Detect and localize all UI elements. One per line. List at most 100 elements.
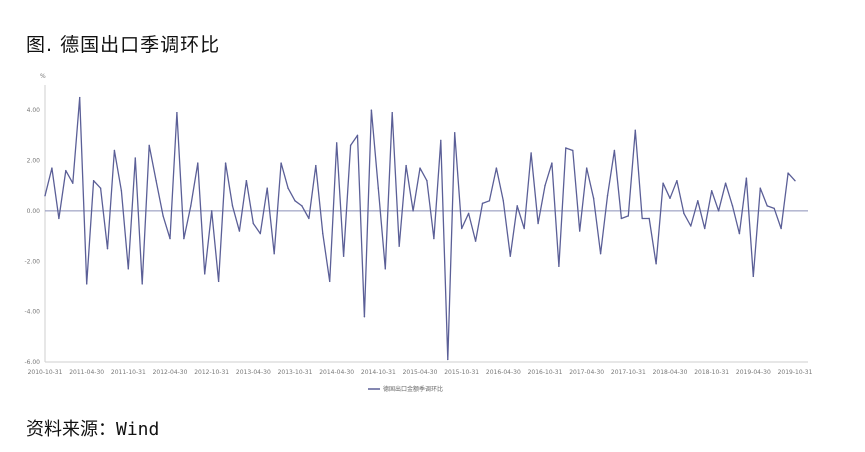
data-point <box>301 205 303 207</box>
data-point <box>585 167 588 169</box>
data-point <box>141 283 143 285</box>
data-point <box>572 149 574 152</box>
data-point <box>766 205 768 207</box>
data-point <box>238 230 241 232</box>
data-point <box>287 187 289 189</box>
data-point <box>648 217 650 220</box>
data-point <box>79 96 81 99</box>
x-tick-label: 2012-04-30 <box>153 369 188 376</box>
data-point <box>405 164 407 167</box>
y-tick-label: 2.00 <box>27 158 41 165</box>
data-point <box>51 167 53 169</box>
legend-label: 德国出口金额季调环比 <box>383 385 443 393</box>
data-point <box>245 179 248 182</box>
data-point <box>683 212 685 215</box>
legend: 德国出口金额季调环比 <box>368 385 443 393</box>
data-point <box>176 112 178 114</box>
data-point <box>794 179 796 182</box>
x-tick-label: 2011-10-31 <box>111 369 146 376</box>
x-tick-label: 2017-10-31 <box>611 369 646 376</box>
data-point <box>509 255 511 257</box>
data-point <box>787 172 789 174</box>
data-point <box>738 232 741 235</box>
data-point <box>162 215 164 217</box>
data-point <box>731 205 734 207</box>
y-tick-label: 0.00 <box>27 208 41 215</box>
data-point <box>169 237 171 240</box>
data-point <box>370 109 373 111</box>
data-point <box>231 205 234 207</box>
data-point <box>134 157 136 159</box>
x-tick-label: 2013-04-30 <box>236 369 271 376</box>
x-tick-label: 2013-10-31 <box>278 369 313 376</box>
x-tick-label: 2010-10-31 <box>28 369 63 376</box>
x-tick-label: 2018-04-30 <box>653 369 688 376</box>
data-point <box>190 205 192 207</box>
data-point <box>210 210 213 212</box>
y-axis-unit-label: % <box>40 73 46 80</box>
data-point <box>183 237 185 240</box>
data-point <box>488 200 491 202</box>
data-point <box>662 182 664 184</box>
data-point <box>655 263 657 265</box>
data-point <box>308 217 310 220</box>
data-point <box>197 162 199 164</box>
data-point <box>113 149 116 152</box>
data-point <box>259 232 261 235</box>
y-tick-label: 4.00 <box>27 107 41 114</box>
data-point <box>349 144 352 147</box>
data-point <box>690 225 692 227</box>
x-tick-label: 2014-04-30 <box>319 369 354 376</box>
x-tick-label: 2015-04-30 <box>403 369 438 376</box>
data-point <box>335 142 338 144</box>
x-axis-ticks: 2010-10-31 2011-04-30 2011-10-31 2012-04-30… <box>28 369 813 376</box>
data-point <box>481 202 484 205</box>
data-point <box>752 275 755 278</box>
data-point <box>391 112 393 114</box>
x-tick-label: 2011-04-30 <box>69 369 104 376</box>
data-point <box>558 265 560 268</box>
data-point <box>780 227 782 230</box>
data-point <box>641 217 643 220</box>
data-point <box>58 217 60 220</box>
y-tick-label: -6.00 <box>24 359 40 366</box>
data-point <box>717 210 720 212</box>
data-point <box>419 167 421 169</box>
data-point <box>384 268 386 270</box>
data-point <box>412 210 414 212</box>
data-point <box>502 200 505 202</box>
data-point <box>460 227 463 230</box>
data-point <box>467 212 470 215</box>
data-point <box>266 187 268 189</box>
data-point <box>148 144 150 147</box>
data-point <box>669 197 671 200</box>
data-point <box>516 205 518 207</box>
data-point <box>537 222 539 225</box>
data-point <box>363 315 366 318</box>
x-tick-label: 2012-10-31 <box>194 369 229 376</box>
data-point <box>599 253 602 255</box>
data-point <box>745 177 748 179</box>
data-point <box>710 190 713 192</box>
data-point <box>495 167 498 169</box>
y-axis-ticks: -6.00 -4.00 -2.00 0.00 2.00 4.00 <box>24 107 40 366</box>
data-point <box>106 247 109 250</box>
data-point <box>606 195 609 197</box>
data-point <box>217 280 220 283</box>
data-point <box>523 227 525 230</box>
data-point <box>613 149 616 152</box>
x-tick-label: 2014-10-31 <box>361 369 396 376</box>
x-tick-label: 2018-10-31 <box>694 369 729 376</box>
data-point <box>85 283 88 285</box>
data-point <box>329 280 331 283</box>
series-points <box>44 96 796 361</box>
data-point <box>676 179 678 182</box>
x-tick-label: 2016-04-30 <box>486 369 521 376</box>
x-tick-label: 2015-10-31 <box>444 369 479 376</box>
data-point <box>773 207 775 210</box>
data-point <box>544 185 546 187</box>
data-point <box>724 182 727 184</box>
data-point <box>447 358 449 361</box>
data-point <box>273 253 275 255</box>
